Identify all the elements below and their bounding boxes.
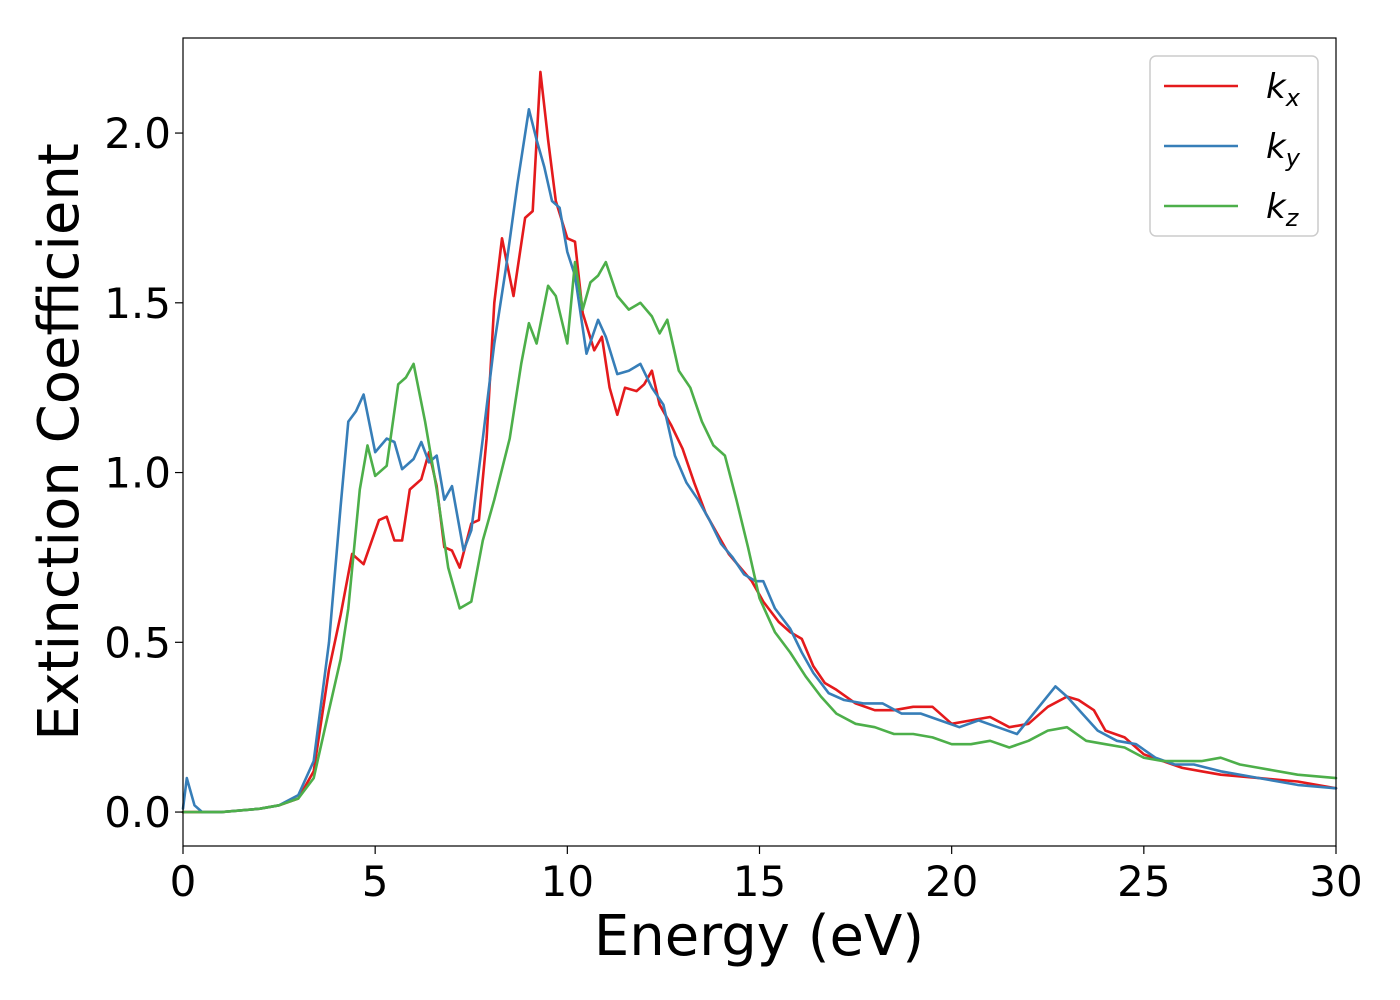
- y-tick-label: 2.0: [104, 109, 171, 158]
- series-layer: [181, 70, 1338, 814]
- y-tick-label: 0.5: [104, 618, 171, 667]
- legend-label-y: ky: [1266, 127, 1301, 172]
- x-axis-title: Energy (eV): [594, 904, 924, 969]
- series-line-x: [181, 70, 1338, 814]
- x-tick-label: 10: [541, 857, 594, 906]
- legend-label-x: kx: [1266, 67, 1301, 112]
- x-tick-label: 0: [170, 857, 197, 906]
- x-tick-label: 25: [1117, 857, 1170, 906]
- y-tick-label: 0.0: [104, 788, 171, 837]
- x-tick-label: 20: [925, 857, 978, 906]
- y-tick-label: 1.0: [104, 449, 171, 498]
- y-axis-title: Extinction Coefficient: [27, 143, 92, 741]
- x-tick-label: 30: [1309, 857, 1362, 906]
- series-line-y: [181, 108, 1338, 814]
- series-line-z: [181, 260, 1338, 814]
- legend-label-z: kz: [1266, 187, 1300, 232]
- x-tick-label: 15: [733, 857, 786, 906]
- x-axis-ticks: 0 5 10 15 20 25 30: [170, 846, 1363, 906]
- x-tick-label: 5: [362, 857, 389, 906]
- legend: kx ky kz: [1149, 55, 1319, 237]
- y-axis-ticks: 0.0 0.5 1.0 1.5 2.0: [104, 109, 183, 837]
- y-tick-label: 1.5: [104, 279, 171, 328]
